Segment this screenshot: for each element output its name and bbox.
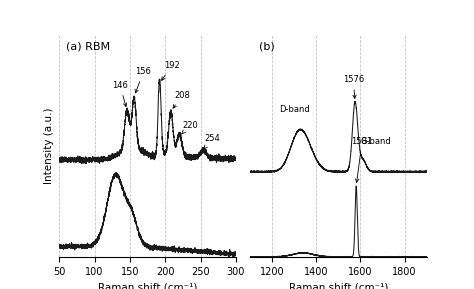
Text: 220: 220	[182, 121, 199, 134]
Text: (b): (b)	[259, 41, 274, 51]
Text: 1576: 1576	[343, 75, 364, 98]
Text: 208: 208	[173, 91, 190, 108]
Text: D-band: D-band	[279, 105, 310, 114]
Text: 146: 146	[112, 81, 128, 107]
Text: 254: 254	[204, 134, 220, 149]
Text: (a) RBM: (a) RBM	[66, 41, 110, 51]
Y-axis label: Intensity (a.u.): Intensity (a.u.)	[44, 108, 54, 184]
Text: 1581: 1581	[352, 137, 373, 182]
Text: G-band: G-band	[360, 137, 391, 146]
X-axis label: Raman shift (cm⁻¹): Raman shift (cm⁻¹)	[98, 282, 197, 289]
Text: 156: 156	[135, 67, 151, 93]
Text: 192: 192	[162, 61, 180, 80]
X-axis label: Raman shift (cm⁻¹): Raman shift (cm⁻¹)	[289, 282, 388, 289]
